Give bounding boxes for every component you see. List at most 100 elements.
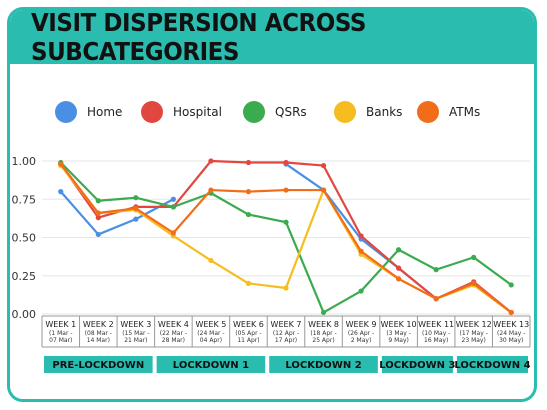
phase-bands: PRE-LOCKDOWN LOCKDOWN 1 LOCKDOWN 2 LOCKDOWN… <box>44 356 531 373</box>
legend: Home Hospital QSRs Banks ATMs <box>55 101 480 123</box>
x-tick-week-1: WEEK 1 <box>45 320 76 329</box>
x-tick-dates-13: 30 May) <box>499 337 523 344</box>
data-point-hospital <box>283 159 289 166</box>
data-point-atms <box>208 187 214 193</box>
data-point-hospital <box>396 265 402 271</box>
x-tick-dates-11: 16 May) <box>424 337 448 344</box>
phase-band-pre-lockdown <box>44 356 153 373</box>
legend-marker-hospital <box>141 101 163 123</box>
x-tick-week-7: WEEK 7 <box>271 320 302 329</box>
title-bar: VISIT DISPERSION ACROSS SUBCATEGORIES <box>10 8 534 66</box>
legend-label-atms: ATMs <box>449 105 480 119</box>
x-tick-week-2: WEEK 2 <box>83 320 114 329</box>
data-point-atms <box>133 205 139 212</box>
data-point-qsrs <box>433 267 439 273</box>
data-point-banks <box>208 257 214 264</box>
phase-band-lockdown-4 <box>456 356 528 373</box>
x-tick-dates-1: (1 Mar - <box>49 330 72 337</box>
legend-label-hospital: Hospital <box>173 105 222 119</box>
data-point-atms <box>471 280 477 286</box>
x-tick-week-9: WEEK 9 <box>346 320 377 329</box>
data-point-qsrs <box>133 195 139 201</box>
x-tick-week-6: WEEK 6 <box>233 320 264 329</box>
phase-band-lockdown-2 <box>269 356 378 373</box>
legend-label-banks: Banks <box>366 105 402 119</box>
phase-label-lockdown-1: LOCKDOWN 1 <box>173 360 249 371</box>
x-tick-dates-2: 14 Mar) <box>87 337 110 344</box>
x-tick-dates-6: (05 Apr - <box>235 330 261 337</box>
phase-label-lockdown-2: LOCKDOWN 2 <box>285 360 361 371</box>
data-point-atms <box>170 230 176 236</box>
x-tick-week-13: WEEK 13 <box>493 320 529 329</box>
series-line-home <box>59 190 174 236</box>
data-point-atms <box>245 189 252 195</box>
chart-frame: VISIT DISPERSION ACROSS SUBCATEGORIES <box>7 7 537 402</box>
data-point-hospital <box>245 159 252 166</box>
data-point-atms <box>95 210 101 216</box>
x-tick-dates-5: (24 Mar - <box>197 330 224 337</box>
data-point-hospital <box>320 162 327 169</box>
data-point-atms <box>320 187 327 193</box>
x-tick-dates-2: (08 Mar - <box>85 330 112 337</box>
x-tick-dates-12: 23 May) <box>462 337 486 344</box>
phase-label-pre-lockdown: PRE-LOCKDOWN <box>52 360 144 371</box>
x-tick-dates-1: 07 Mar) <box>49 337 72 344</box>
x-tick-dates-7: 17 Apr) <box>275 337 297 344</box>
data-point-banks <box>283 285 289 291</box>
data-point-qsrs <box>170 204 176 210</box>
x-tick-dates-11: (10 May - <box>422 330 450 337</box>
y-axis: 0.00 0.25 0.50 0.75 1.00 <box>12 155 37 321</box>
x-tick-dates-12: (17 May - <box>460 330 488 337</box>
x-tick-week-10: WEEK 10 <box>381 320 417 329</box>
chart-title: VISIT DISPERSION ACROSS SUBCATEGORIES <box>30 8 367 66</box>
data-point-home <box>58 189 64 195</box>
data-point-atms <box>358 248 364 254</box>
legend-marker-qsrs <box>243 101 265 123</box>
x-tick-week-5: WEEK 5 <box>195 320 226 329</box>
x-tick-dates-6: 11 Apr) <box>237 337 259 344</box>
x-tick-week-8: WEEK 8 <box>308 320 339 329</box>
x-tick-dates-8: 25 Apr) <box>312 337 334 344</box>
data-point-qsrs <box>95 198 101 204</box>
x-tick-dates-3: 21 Mar) <box>124 337 147 344</box>
series-lines <box>58 158 514 316</box>
data-point-qsrs <box>245 211 252 218</box>
y-tick-label: 0.50 <box>12 232 37 245</box>
data-point-atms <box>283 187 289 193</box>
x-tick-dates-7: (12 Apr - <box>273 330 299 337</box>
data-point-home <box>95 231 101 238</box>
data-point-hospital <box>208 158 214 164</box>
series-line-home <box>285 163 512 314</box>
data-point-qsrs <box>358 288 364 294</box>
data-point-qsrs <box>283 219 289 225</box>
x-tick-dates-4: (22 Mar - <box>160 330 187 337</box>
x-axis: WEEK 1(1 Mar -07 Mar) WEEK 2(08 Mar -14 M… <box>41 315 531 348</box>
phase-band-lockdown-3 <box>381 356 453 373</box>
data-point-atms <box>396 276 402 282</box>
legend-label-home: Home <box>87 105 122 119</box>
data-point-qsrs <box>396 247 402 253</box>
legend-marker-atms <box>417 101 439 123</box>
x-tick-dates-13: (24 May - <box>497 330 525 337</box>
x-tick-dates-9: (26 Apr - <box>348 330 374 337</box>
x-tick-dates-8: (18 Apr - <box>310 330 336 337</box>
data-point-qsrs <box>320 309 327 316</box>
x-tick-dates-9: 2 May) <box>351 337 371 344</box>
data-point-atms <box>433 296 439 302</box>
data-point-hospital <box>95 215 101 221</box>
data-point-atms <box>508 309 514 316</box>
x-tick-week-3: WEEK 3 <box>120 320 151 329</box>
x-tick-dates-3: (15 Mar - <box>122 330 149 337</box>
x-tick-dates-10: (3 May - <box>386 330 411 337</box>
y-tick-label: 1.00 <box>12 155 37 168</box>
y-tick-label: 0.00 <box>12 308 37 321</box>
data-point-qsrs <box>508 282 514 288</box>
x-tick-week-12: WEEK 12 <box>456 320 492 329</box>
y-tick-label: 0.25 <box>12 270 37 283</box>
y-tick-label: 0.75 <box>12 193 37 206</box>
phase-band-lockdown-1 <box>156 356 266 373</box>
data-point-banks <box>245 280 252 286</box>
legend-marker-home <box>55 101 77 123</box>
data-point-hospital <box>358 233 364 239</box>
